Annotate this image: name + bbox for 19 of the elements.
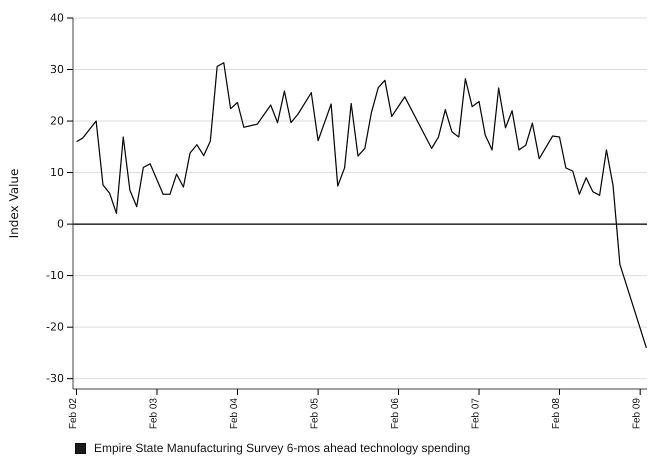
y-tick-label: 20 xyxy=(50,114,64,128)
x-tick-label: Feb 09 xyxy=(632,398,643,430)
y-tick-label: 10 xyxy=(50,166,64,180)
y-tick-label: -10 xyxy=(46,269,64,282)
y-tick-label: -30 xyxy=(46,372,64,386)
x-tick-label: Feb 02 xyxy=(68,398,80,430)
y-tick-label: 0 xyxy=(57,218,64,231)
y-axis-title: Index Value xyxy=(7,168,21,238)
x-tick-label: Feb 05 xyxy=(310,398,321,430)
y-tick-label: 40 xyxy=(50,12,64,25)
x-tick-label: Feb 03 xyxy=(148,398,160,430)
y-tick-label: -20 xyxy=(46,320,64,334)
legend-label: Empire State Manufacturing Survey 6-mos ahead technology spending xyxy=(94,441,470,456)
line-series xyxy=(76,62,647,348)
x-tick-label: Feb 04 xyxy=(228,398,240,430)
x-tick-label: Feb 07 xyxy=(470,398,482,430)
x-tick-label: Feb 08 xyxy=(550,398,562,430)
x-tick-label: Feb 06 xyxy=(390,398,402,430)
y-tick-label: 30 xyxy=(50,63,64,76)
